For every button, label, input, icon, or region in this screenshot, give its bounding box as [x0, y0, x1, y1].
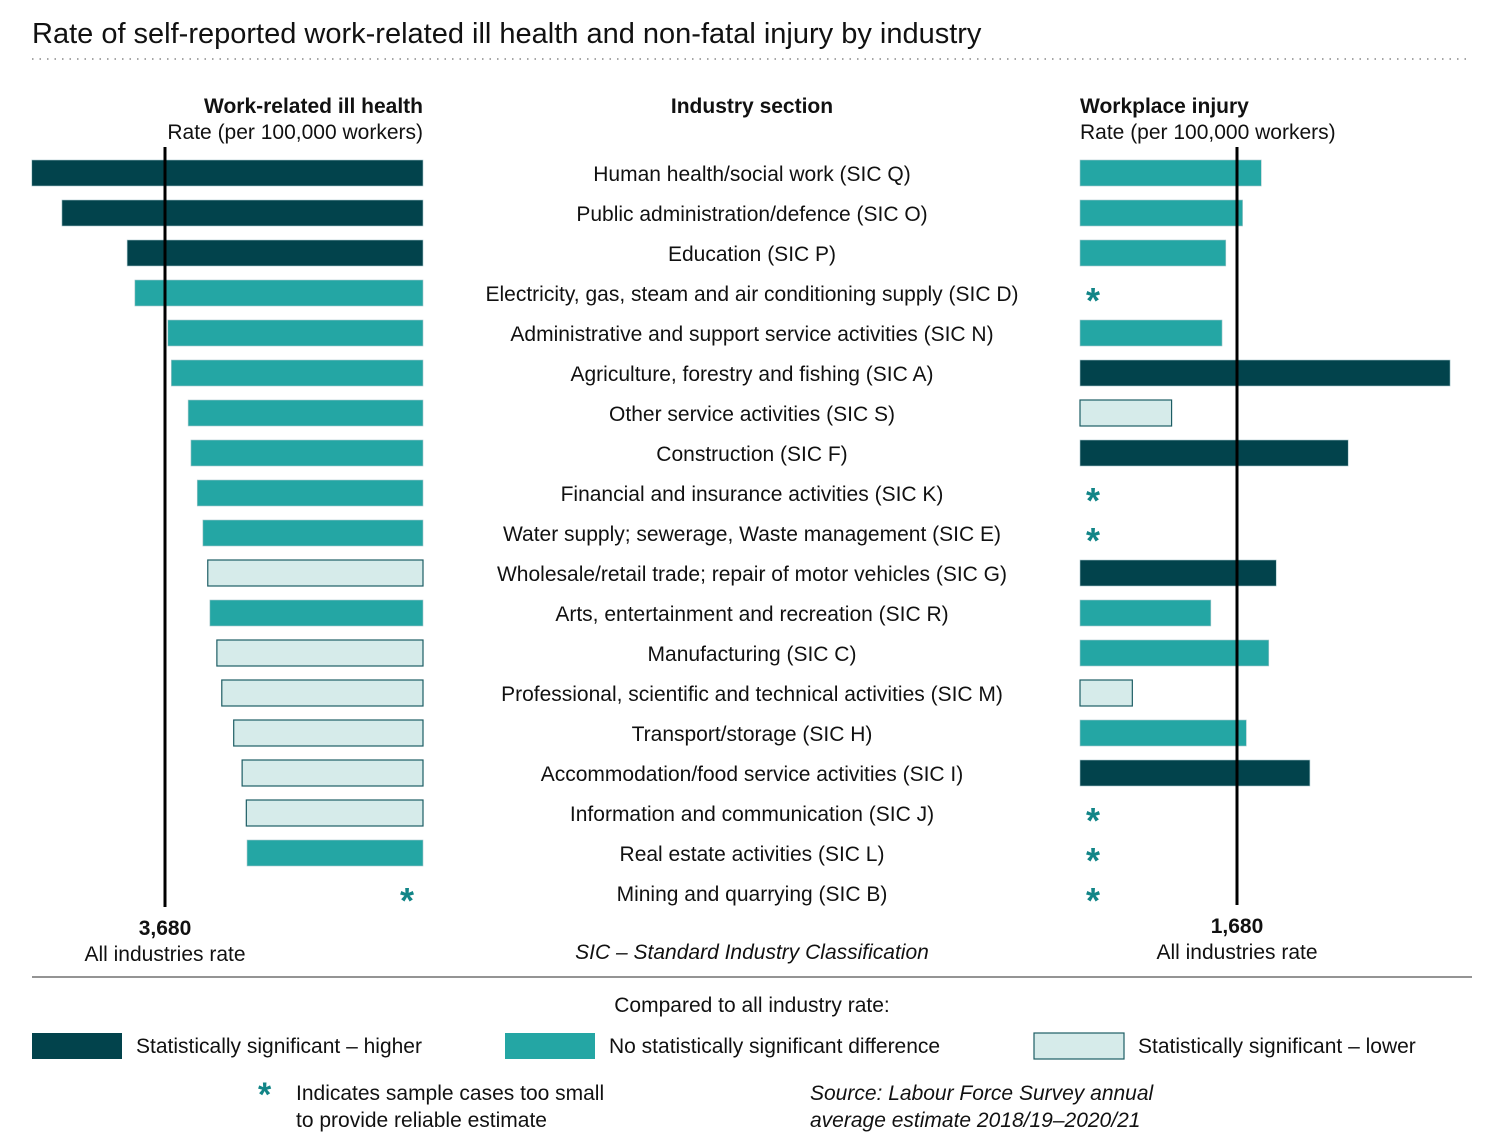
asterisk-icon: *	[400, 880, 414, 921]
chart-title: Rate of self-reported work-related ill h…	[32, 18, 982, 50]
asterisk-icon: *	[258, 1076, 272, 1114]
injury-bar	[1079, 559, 1277, 587]
category-label: Other service activities (SIC S)	[609, 403, 895, 426]
category-label: Construction (SIC F)	[656, 443, 847, 466]
middle-header: Industry section	[671, 95, 833, 118]
ill-health-bar	[31, 159, 424, 187]
ill-health-bar	[167, 319, 424, 347]
sic-footnote: SIC – Standard Industry Classification	[575, 941, 929, 964]
asterisk-icon: *	[1086, 800, 1100, 841]
category-label: Human health/social work (SIC Q)	[593, 163, 910, 186]
category-label: Public administration/defence (SIC O)	[576, 203, 927, 226]
category-label: Accommodation/food service activities (S…	[541, 763, 963, 786]
asterisk-icon: *	[1086, 520, 1100, 561]
ill-health-bar	[196, 479, 424, 507]
legend-label-higher: Statistically significant – higher	[136, 1035, 422, 1058]
ill-health-bar	[209, 599, 424, 627]
injury-bar	[1079, 359, 1451, 387]
injury-bar	[1079, 239, 1227, 267]
injury-bar	[1079, 439, 1349, 467]
ill-health-bar	[126, 239, 424, 267]
legend-swatch-none	[505, 1033, 595, 1059]
legend-swatch-lower	[1033, 1032, 1125, 1060]
ill-health-bar	[221, 679, 424, 707]
injury-bar	[1079, 159, 1262, 187]
right-panel-title: Workplace injury	[1080, 95, 1249, 118]
category-label: Mining and quarrying (SIC B)	[617, 883, 888, 906]
right-reference-label: 1,680	[1211, 915, 1264, 938]
right-reference-caption: All industries rate	[1156, 941, 1317, 964]
category-label: Transport/storage (SIC H)	[632, 723, 873, 746]
ill-health-bar	[134, 279, 424, 307]
right-panel-axis-label: Rate (per 100,000 workers)	[1080, 121, 1336, 144]
injury-bar	[1079, 399, 1173, 427]
asterisk-icon: *	[1086, 880, 1100, 921]
source-line1: Source: Labour Force Survey annual	[810, 1082, 1155, 1105]
injury-bar	[1079, 759, 1311, 787]
injury-bar	[1079, 679, 1133, 707]
legend-swatch-higher	[32, 1033, 122, 1059]
category-label: Professional, scientific and technical a…	[501, 683, 1003, 706]
asterisk-note-line1: Indicates sample cases too small	[296, 1082, 604, 1105]
category-label: Financial and insurance activities (SIC …	[561, 483, 944, 506]
category-label: Administrative and support service activ…	[510, 323, 993, 346]
ill-health-bar	[241, 759, 424, 787]
left-panel-axis-label: Rate (per 100,000 workers)	[167, 121, 423, 144]
injury-bar	[1079, 719, 1247, 747]
ill-health-bar	[190, 439, 424, 467]
ill-health-bar	[216, 639, 424, 667]
ill-health-bar	[187, 399, 424, 427]
legend-label-lower: Statistically significant – lower	[1138, 1035, 1416, 1058]
injury-bar	[1079, 599, 1212, 627]
left-panel-title: Work-related ill health	[204, 95, 423, 118]
asterisk-icon: *	[1086, 280, 1100, 321]
category-label: Education (SIC P)	[668, 243, 836, 266]
ill-health-bar	[245, 799, 424, 827]
source-line2: average estimate 2018/19–2020/21	[810, 1109, 1140, 1132]
asterisk-icon: *	[1086, 480, 1100, 521]
legend-label-none: No statistically significant difference	[609, 1035, 940, 1058]
category-label: Agriculture, forestry and fishing (SIC A…	[571, 363, 934, 386]
ill-health-bar	[202, 519, 424, 547]
category-label: Water supply; sewerage, Waste management…	[503, 523, 1001, 546]
ill-health-bar	[171, 359, 424, 387]
left-reference-label: 3,680	[139, 917, 192, 940]
ill-health-bar	[246, 839, 424, 867]
injury-bar	[1079, 639, 1270, 667]
injury-bar	[1079, 319, 1223, 347]
injury-bar	[1079, 199, 1243, 227]
category-label: Arts, entertainment and recreation (SIC …	[555, 603, 948, 626]
category-label: Wholesale/retail trade; repair of motor …	[497, 563, 1007, 586]
ill-health-bar	[61, 199, 424, 227]
category-label: Electricity, gas, steam and air conditio…	[486, 283, 1019, 306]
legend-title: Compared to all industry rate:	[614, 994, 889, 1017]
asterisk-note-line2: to provide reliable estimate	[296, 1109, 547, 1132]
category-label: Information and communication (SIC J)	[570, 803, 934, 826]
category-label: Manufacturing (SIC C)	[648, 643, 857, 666]
ill-health-bar	[207, 559, 424, 587]
ill-health-bar	[233, 719, 424, 747]
left-reference-caption: All industries rate	[84, 943, 245, 966]
category-label: Real estate activities (SIC L)	[620, 843, 885, 866]
asterisk-icon: *	[1086, 840, 1100, 881]
